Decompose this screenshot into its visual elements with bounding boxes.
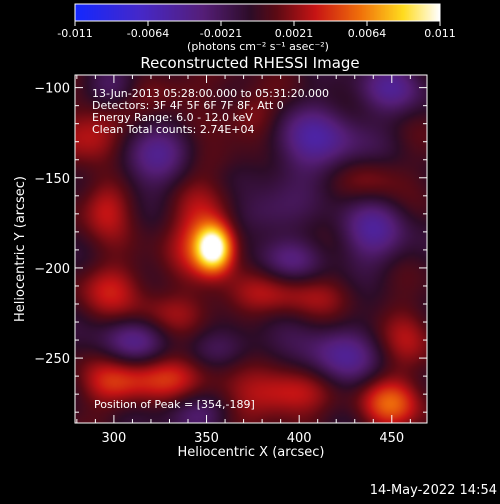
colorbar-tick-label: -0.011	[57, 27, 92, 40]
y-tick-label: −150	[34, 172, 70, 187]
detectors-annotation: Detectors: 3F 4F 5F 6F 7F 8F, Att 0	[92, 99, 284, 112]
colorbar: -0.011 -0.0064 -0.0021 0.0021 0.0064 0.0…	[57, 3, 456, 53]
y-axis-label: Heliocentric Y (arcsec)	[13, 176, 28, 322]
y-tick-label: −100	[34, 82, 70, 97]
x-tick-labels: 300 350 400 450	[101, 431, 404, 446]
clean-counts-annotation: Clean Total counts: 2.74E+04	[92, 123, 255, 136]
footer-date: 14-May-2022 14:54	[370, 483, 497, 498]
observation-info: 13-Jun-2013 05:28:00.000 to 05:31:20.000…	[92, 87, 329, 136]
colorbar-tick-label: 0.0021	[275, 27, 314, 40]
colorbar-units-label: (photons cm⁻² s⁻¹ asec⁻²)	[187, 40, 329, 53]
x-tick-label: 350	[194, 431, 219, 446]
x-tick-label: 450	[379, 431, 404, 446]
energy-range-annotation: Energy Range: 6.0 - 12.0 keV	[92, 111, 253, 124]
y-tick-label: −250	[34, 352, 70, 367]
colorbar-tick-label: 0.0064	[348, 27, 387, 40]
x-tick-label: 300	[101, 431, 126, 446]
x-tick-label: 400	[287, 431, 312, 446]
colorbar-gradient	[75, 4, 440, 21]
plot-frame	[74, 74, 428, 424]
time-range-annotation: 13-Jun-2013 05:28:00.000 to 05:31:20.000	[92, 87, 329, 100]
colorbar-tick-label: -0.0021	[200, 27, 242, 40]
colorbar-tick-label: 0.011	[424, 27, 456, 40]
colorbar-ticks	[74, 21, 441, 26]
axis-ticks	[75, 75, 427, 423]
chart-title: Reconstructed RHESSI Image	[140, 54, 359, 72]
peak-position-label: Position of Peak = [354,-189]	[94, 398, 255, 411]
heatmap-image	[75, 75, 427, 423]
y-tick-label: −200	[34, 262, 70, 277]
x-axis-label: Heliocentric X (arcsec)	[178, 445, 325, 460]
colorbar-tick-label: -0.0064	[127, 27, 169, 40]
y-tick-labels: −100 −150 −200 −250	[34, 82, 70, 367]
